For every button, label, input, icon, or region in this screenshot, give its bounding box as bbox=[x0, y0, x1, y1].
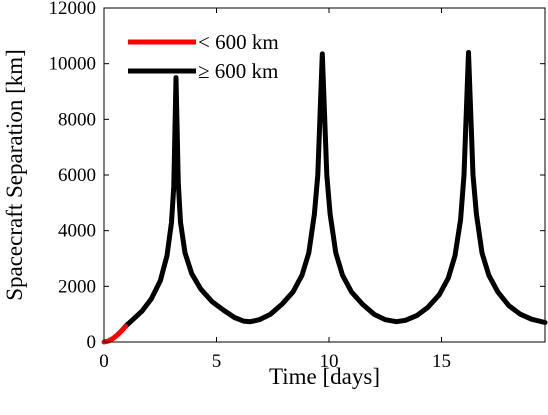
x-tick-label: 10 bbox=[320, 351, 339, 372]
y-tick-label: 12000 bbox=[49, 0, 97, 19]
x-tick-label: 0 bbox=[99, 351, 109, 372]
x-axis-title: Time [days] bbox=[269, 364, 380, 389]
y-tick-label: 0 bbox=[87, 332, 97, 353]
x-tick-label: 5 bbox=[212, 351, 222, 372]
plot-lines bbox=[101, 50, 548, 345]
legend-label: ≥ 600 km bbox=[198, 59, 278, 83]
legend: < 600 km ≥ 600 km bbox=[128, 30, 279, 83]
y-tick-label: 8000 bbox=[58, 109, 96, 130]
y-tick-label: 4000 bbox=[58, 221, 96, 242]
series-line-0 bbox=[101, 323, 128, 345]
x-ticks: 0 5 10 15 bbox=[99, 8, 451, 372]
y-tick-label: 2000 bbox=[58, 276, 96, 297]
legend-label: < 600 km bbox=[198, 30, 279, 54]
y-tick-label: 10000 bbox=[49, 54, 97, 75]
x-tick-label: 15 bbox=[432, 351, 451, 372]
y-tick-label: 6000 bbox=[58, 165, 96, 186]
series-line-1 bbox=[122, 50, 548, 329]
y-axis-title: Spacecraft Separation [km] bbox=[2, 49, 27, 301]
y-ticks: 0 2000 4000 6000 8000 10000 12000 bbox=[49, 0, 545, 353]
